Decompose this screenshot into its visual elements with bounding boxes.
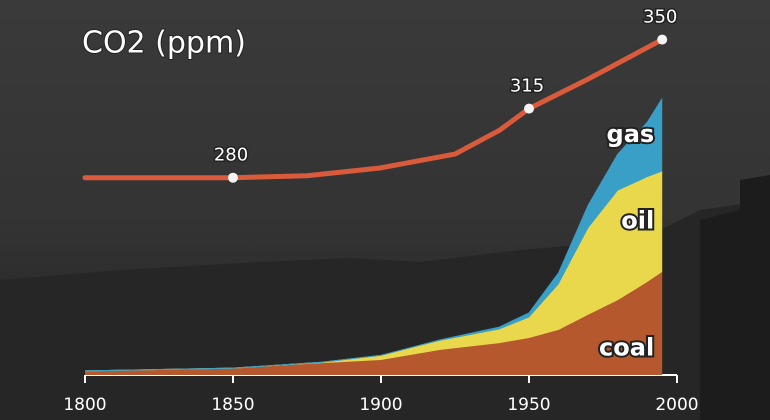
background-building <box>700 175 770 420</box>
area-edge <box>84 98 663 372</box>
series-label: gas <box>607 120 655 148</box>
co2-line <box>82 37 665 181</box>
co2-point <box>228 172 238 183</box>
x-tick-label: 1950 <box>507 395 550 415</box>
series-label: coal <box>599 333 654 361</box>
area-edge <box>84 271 663 372</box>
x-tick-label: 1850 <box>211 395 254 415</box>
data-label: 280 <box>214 145 248 166</box>
x-tick-label: 2000 <box>655 395 698 415</box>
series-label: oil <box>621 207 654 235</box>
x-tick-label: 1800 <box>63 395 106 415</box>
data-label: 350 <box>643 7 677 28</box>
x-tick-label: 1900 <box>359 395 402 415</box>
chart-title: CO2 (ppm) <box>82 26 246 61</box>
data-label: 315 <box>510 76 544 97</box>
area-fill <box>85 271 663 375</box>
co2-point <box>524 103 534 114</box>
co2-point <box>657 34 668 45</box>
